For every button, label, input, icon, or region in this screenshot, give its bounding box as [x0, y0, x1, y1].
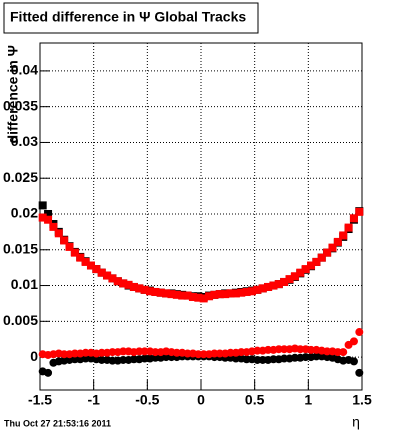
- point: [349, 357, 358, 366]
- point: [188, 292, 197, 301]
- y-tick-label: 0.005: [3, 312, 38, 328]
- point: [344, 223, 353, 232]
- point: [156, 288, 165, 297]
- point: [54, 229, 63, 238]
- point: [76, 253, 85, 262]
- x-tick-label: -1.5: [28, 392, 52, 408]
- point: [274, 280, 283, 289]
- point: [355, 207, 364, 216]
- point: [38, 213, 47, 222]
- point: [205, 292, 214, 301]
- point: [162, 289, 171, 298]
- point: [280, 277, 289, 286]
- y-tick-label: 0.025: [3, 169, 38, 185]
- point: [317, 253, 326, 262]
- x-tick-label: 0.5: [245, 392, 265, 408]
- point: [333, 237, 342, 246]
- x-tick-label: -0.5: [135, 392, 159, 408]
- point: [70, 248, 79, 257]
- point: [349, 337, 358, 346]
- point: [264, 282, 273, 291]
- point: [269, 281, 278, 290]
- y-tick-label: 0.03: [11, 133, 38, 149]
- point: [124, 280, 133, 289]
- x-tick-label: -1: [87, 392, 100, 408]
- point: [258, 284, 267, 293]
- point: [215, 290, 224, 299]
- point: [301, 265, 310, 274]
- point: [328, 243, 337, 252]
- point: [172, 290, 181, 299]
- point: [194, 293, 203, 302]
- point: [285, 275, 294, 284]
- point: [210, 290, 219, 299]
- y-tick-label: 0.02: [11, 205, 38, 221]
- point: [237, 288, 246, 297]
- point: [221, 290, 230, 299]
- point: [113, 277, 122, 286]
- point: [129, 282, 138, 291]
- y-tick-label: 0: [30, 348, 38, 364]
- point: [242, 287, 251, 296]
- y-axis-label: difference in Ψ: [5, 45, 21, 143]
- point: [312, 257, 321, 266]
- point: [119, 279, 128, 288]
- point: [44, 368, 53, 377]
- y-tick-label: 0.015: [3, 240, 38, 256]
- point: [167, 290, 176, 299]
- point: [247, 287, 256, 296]
- point: [60, 236, 69, 245]
- point: [231, 289, 240, 298]
- point: [92, 265, 101, 274]
- point: [355, 328, 364, 337]
- point: [65, 242, 74, 251]
- x-tick-label: 1.5: [352, 392, 372, 408]
- chart-title: Fitted difference in Ψ Global Tracks: [10, 9, 246, 25]
- point: [253, 285, 262, 294]
- point: [146, 287, 155, 296]
- point: [349, 214, 358, 223]
- point: [290, 272, 299, 281]
- point: [199, 294, 208, 303]
- point: [44, 215, 53, 224]
- point: [151, 287, 160, 296]
- x-axis-label: η: [352, 414, 360, 430]
- x-tick-label: 0: [197, 392, 205, 408]
- point: [339, 231, 348, 240]
- point: [86, 261, 95, 270]
- footer: Thu Oct 27 21:53:16 2011: [4, 418, 111, 428]
- point: [49, 222, 58, 231]
- point: [307, 261, 316, 270]
- point: [323, 248, 332, 257]
- point: [178, 291, 187, 300]
- title-box: [3, 2, 259, 34]
- point: [81, 257, 90, 266]
- point: [108, 274, 117, 283]
- y-tick-label: 0.01: [11, 276, 38, 292]
- point: [296, 268, 305, 277]
- point: [97, 268, 106, 277]
- point: [355, 368, 364, 377]
- point: [140, 285, 149, 294]
- point: [44, 209, 53, 218]
- point: [38, 201, 47, 210]
- y-tick-label: 0.035: [3, 97, 38, 113]
- point: [226, 289, 235, 298]
- y-tick-label: 0.04: [11, 62, 38, 78]
- point: [339, 348, 348, 357]
- point: [183, 291, 192, 300]
- point: [135, 284, 144, 293]
- x-tick-label: 1: [304, 392, 312, 408]
- point: [103, 271, 112, 280]
